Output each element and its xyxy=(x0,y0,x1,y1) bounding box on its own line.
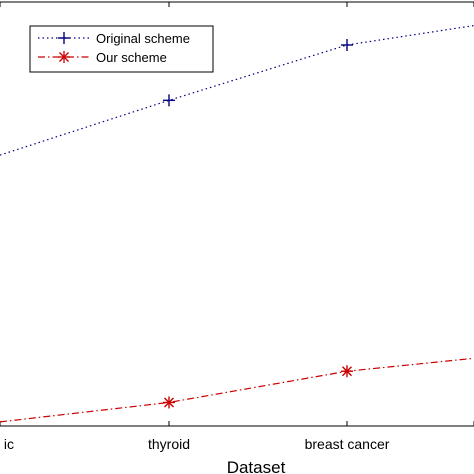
series-line-0 xyxy=(0,24,474,156)
x-tick-label: ic xyxy=(4,436,14,452)
x-axis-label: Dataset xyxy=(227,458,286,474)
legend: Original scheme Our scheme xyxy=(29,25,214,73)
series-lines xyxy=(0,24,474,423)
x-tick-label: thyroid xyxy=(148,436,190,452)
legend-label-original-scheme: Original scheme xyxy=(96,31,190,46)
data-point-0-2 xyxy=(341,38,353,51)
data-point-1-2 xyxy=(341,365,353,378)
x-tick-label: breast cancer xyxy=(305,436,390,452)
legend-label-our-scheme: Our scheme xyxy=(96,50,167,65)
legend-entry-original-scheme: Original scheme xyxy=(38,31,190,46)
x-ticks xyxy=(0,2,474,426)
legend-entry-our-scheme: Our scheme xyxy=(38,50,167,65)
x-tick-labels: ic thyroid breast cancer xyxy=(4,436,390,452)
data-point-0-1 xyxy=(163,94,175,107)
legend-marker-our-scheme xyxy=(58,51,70,63)
legend-marker-original-scheme xyxy=(58,32,70,44)
data-point-1-1 xyxy=(163,396,175,409)
series-markers xyxy=(163,38,353,409)
legend-box xyxy=(29,25,214,73)
series-line-1 xyxy=(0,357,474,423)
